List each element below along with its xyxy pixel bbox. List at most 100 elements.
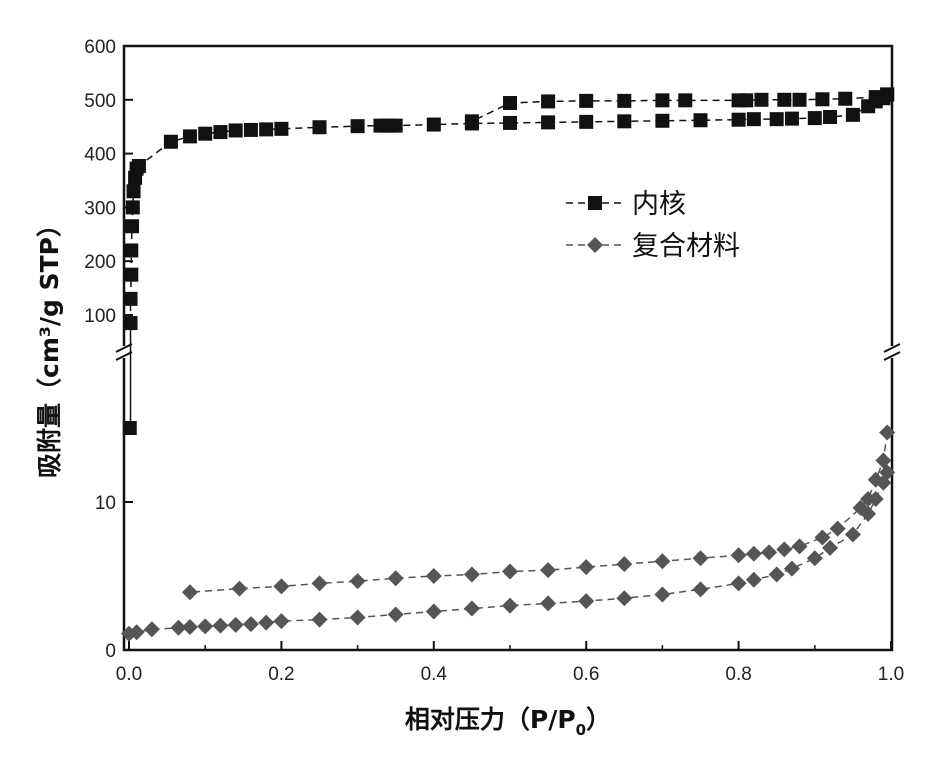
- x-axis-title-end: ）: [586, 705, 611, 734]
- x-tick-label: 0.6: [573, 664, 599, 685]
- x-axis-title-subscript: 0: [576, 721, 586, 739]
- data-point: [243, 616, 259, 632]
- data-point: [731, 575, 747, 591]
- data-point: [747, 112, 761, 126]
- data-point: [350, 609, 366, 625]
- data-point: [350, 573, 366, 589]
- y-tick-label-upper: 300: [84, 198, 116, 219]
- data-point: [807, 550, 823, 566]
- data-point: [312, 575, 328, 591]
- data-point: [678, 93, 692, 107]
- data-point: [746, 572, 762, 588]
- data-point: [732, 93, 746, 107]
- data-point: [846, 108, 860, 122]
- x-tick-label: 0.8: [725, 664, 751, 685]
- data-point: [784, 561, 800, 577]
- data-point: [579, 94, 593, 108]
- data-point: [426, 568, 442, 584]
- y-tick-label-upper: 100: [84, 306, 116, 327]
- data-point: [124, 268, 138, 282]
- data-point: [785, 112, 799, 126]
- data-point: [578, 559, 594, 575]
- legend-marker: [587, 237, 603, 253]
- data-point: [776, 541, 792, 557]
- data-point: [426, 604, 442, 620]
- data-point: [312, 612, 328, 628]
- data-point: [769, 567, 785, 583]
- data-point: [777, 93, 791, 107]
- data-point: [579, 115, 593, 129]
- x-tick-label: 0.2: [268, 664, 294, 685]
- series-1: [121, 424, 895, 641]
- x-tick-label: 0.4: [421, 664, 448, 685]
- data-point: [502, 564, 518, 580]
- data-point: [351, 119, 365, 133]
- data-point: [654, 553, 670, 569]
- data-point: [731, 547, 747, 563]
- series-layer: [121, 87, 895, 641]
- data-point: [616, 556, 632, 572]
- data-point: [274, 122, 288, 136]
- data-point: [869, 90, 883, 104]
- data-point: [503, 116, 517, 130]
- legend-label: 内核: [632, 189, 686, 220]
- data-point: [616, 590, 632, 606]
- data-point: [244, 123, 258, 137]
- data-point: [655, 93, 669, 107]
- y-tick-label-upper: 500: [84, 91, 116, 112]
- data-point: [540, 562, 556, 578]
- data-point: [231, 581, 247, 597]
- data-point: [259, 122, 273, 136]
- data-point: [125, 219, 139, 233]
- x-axis-title: 相对压力（P/P0）: [405, 705, 611, 739]
- data-point: [875, 453, 891, 469]
- y-tick-label-upper: 600: [84, 37, 116, 58]
- data-point: [144, 621, 160, 637]
- data-point: [124, 243, 138, 257]
- data-point: [464, 601, 480, 617]
- data-point: [808, 111, 822, 125]
- data-point: [212, 618, 228, 634]
- data-point: [838, 92, 852, 106]
- data-point: [754, 93, 768, 107]
- y-tick-label-lower: 0: [105, 641, 116, 662]
- data-point: [132, 159, 146, 173]
- data-point: [578, 593, 594, 609]
- data-point: [164, 135, 178, 149]
- data-point: [126, 200, 140, 214]
- data-point: [541, 94, 555, 108]
- y-axis-break: [116, 344, 900, 360]
- data-point: [770, 112, 784, 126]
- data-point: [313, 120, 327, 134]
- data-point: [388, 606, 404, 622]
- data-point: [541, 115, 555, 129]
- data-point: [229, 123, 243, 137]
- data-point: [693, 550, 709, 566]
- data-point: [617, 94, 631, 108]
- data-point: [793, 93, 807, 107]
- data-point: [182, 619, 198, 635]
- data-point: [761, 544, 777, 560]
- data-point: [258, 615, 274, 631]
- data-point: [228, 617, 244, 633]
- data-point: [540, 595, 556, 611]
- data-point: [273, 613, 289, 629]
- series-0: [123, 87, 894, 435]
- x-tick-label: 1.0: [878, 664, 904, 685]
- data-point: [617, 114, 631, 128]
- data-point: [845, 527, 861, 543]
- y-tick-label-upper: 200: [84, 252, 116, 273]
- data-point: [427, 118, 441, 132]
- data-point: [693, 581, 709, 597]
- data-point: [823, 110, 837, 124]
- x-tick-label: 0.0: [116, 664, 142, 685]
- data-point: [464, 567, 480, 583]
- x-axis-title-main: 相对压力（P/P: [405, 705, 576, 734]
- data-point: [694, 113, 708, 127]
- y-axis-title: 吸附量（cm³/g STP）: [35, 212, 64, 478]
- legend: 内核复合材料: [566, 189, 740, 262]
- y-tick-label-lower: 10: [95, 493, 116, 514]
- y-tick-label-upper: 400: [84, 145, 116, 166]
- data-point: [182, 584, 198, 600]
